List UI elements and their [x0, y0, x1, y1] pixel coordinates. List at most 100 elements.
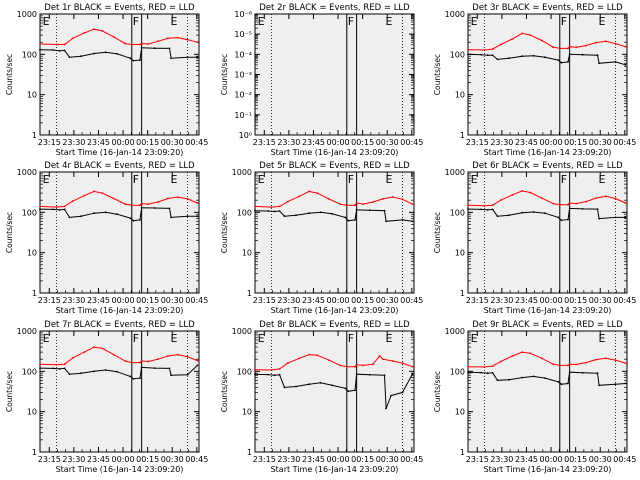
x-tick-label: 00:00 [540, 138, 563, 147]
data-point-lld [575, 46, 578, 49]
data-point-lld [298, 195, 301, 198]
x-tick-label: 00:00 [112, 296, 135, 305]
y-tick-label: 10⁻³ [234, 71, 252, 80]
data-point-lld [411, 203, 414, 206]
x-tick-label: 00:15 [136, 296, 159, 305]
data-point-events [308, 212, 310, 215]
y-tick-label: 1 [32, 131, 37, 140]
data-point-lld [83, 351, 86, 353]
data-point-events [273, 210, 276, 213]
series-line-lld [467, 32, 626, 51]
data-point-events [52, 367, 54, 370]
data-point-events [308, 383, 310, 386]
data-point-lld [382, 358, 384, 361]
data-point-lld [552, 363, 555, 366]
data-point-events [368, 373, 371, 376]
data-point-lld [585, 44, 587, 47]
data-point-lld [585, 361, 587, 364]
panel-det-7: Det 7r BLACK = Events, RED = LLD E F E 1 10 10… [5, 320, 208, 474]
x-tick-label: 00:00 [327, 138, 350, 147]
data-point-events [581, 53, 584, 56]
data-point-lld [39, 363, 41, 366]
data-point-events [567, 61, 569, 63]
data-point-lld [316, 192, 319, 195]
data-point-events [196, 364, 199, 367]
data-point-events [467, 208, 469, 211]
data-point-events [168, 367, 171, 370]
data-point-lld [39, 205, 41, 208]
data-point-events [170, 57, 173, 60]
data-point-lld [483, 366, 486, 368]
x-axis-label: Start Time (16-Jan-14 23:09:20) [56, 306, 184, 315]
panel-det-8: Det 8r BLACK = Events, RED = LLD E F E 1 10 10… [220, 320, 423, 474]
flag-label: F [561, 15, 567, 28]
data-point-events [80, 55, 82, 58]
flag-label: F [133, 173, 139, 186]
data-point-lld [499, 199, 502, 202]
x-tick-label: 23:15 [253, 296, 276, 305]
y-tick-label: 1000 [445, 168, 465, 177]
data-point-events [411, 373, 414, 376]
y-tick-label: 10 [27, 408, 37, 417]
y-tick-label: 100 [22, 208, 37, 217]
data-point-events [80, 372, 82, 375]
data-point-lld [355, 202, 358, 204]
y-tick-label: 100 [237, 367, 252, 376]
x-axis-label: Start Time (16-Jan-14 23:09:20) [56, 148, 184, 157]
data-point-events [196, 215, 199, 218]
data-point-lld [567, 203, 569, 206]
data-point-events [104, 211, 107, 214]
data-point-events [544, 212, 546, 215]
x-tick-label: 00:45 [613, 138, 636, 147]
data-point-lld [196, 359, 199, 362]
data-point-events [508, 378, 510, 381]
data-point-lld [176, 36, 179, 39]
data-point-lld [130, 204, 133, 207]
data-point-events [93, 52, 95, 55]
data-point-events [598, 217, 600, 220]
data-point-events [267, 373, 269, 376]
data-point-lld [112, 353, 115, 356]
data-point-events [496, 215, 499, 218]
data-point-lld [278, 205, 281, 208]
data-point-events [254, 209, 256, 212]
data-point-events [52, 208, 54, 211]
data-point-events [186, 215, 189, 218]
data-point-events [39, 48, 41, 51]
data-point-events [567, 382, 569, 385]
data-point-events [491, 208, 494, 211]
data-point-events [153, 47, 156, 50]
data-point-events [557, 59, 560, 61]
data-point-lld [511, 194, 514, 196]
data-point-events [401, 391, 404, 394]
data-point-events [58, 209, 61, 211]
data-point-lld [401, 362, 404, 364]
data-point-events [508, 57, 510, 60]
data-point-events [153, 207, 156, 209]
panel-title: Det 2r BLACK = Events, RED = LLD [259, 3, 410, 13]
series-line-lld [467, 351, 626, 368]
data-point-lld [467, 365, 469, 368]
data-point-events [567, 218, 569, 221]
data-point-events [401, 219, 404, 221]
x-tick-label: 00:15 [564, 455, 587, 464]
data-point-lld [372, 201, 374, 203]
data-point-events [560, 61, 563, 64]
data-point-lld [196, 202, 199, 204]
data-point-events [319, 211, 322, 214]
data-point-events [385, 220, 387, 223]
data-point-events [521, 376, 523, 379]
data-point-lld [286, 200, 289, 203]
x-tick-label: 00:30 [376, 138, 399, 147]
panel-det-2: Det 2r BLACK = Events, RED = LLD E F E 10⁰ 10… [220, 3, 423, 157]
y-tick-label: 1 [460, 131, 465, 140]
panel-det-3: Det 3r BLACK = Events, RED = LLD E F E 1 10 10… [433, 3, 636, 157]
data-point-lld [354, 204, 356, 207]
y-tick-label: 100 [450, 50, 465, 59]
data-point-events [581, 208, 584, 210]
data-point-events [560, 219, 563, 222]
data-point-lld [540, 197, 543, 200]
data-point-events [383, 374, 386, 377]
data-point-events [614, 216, 617, 219]
flag-label: E [598, 15, 605, 28]
